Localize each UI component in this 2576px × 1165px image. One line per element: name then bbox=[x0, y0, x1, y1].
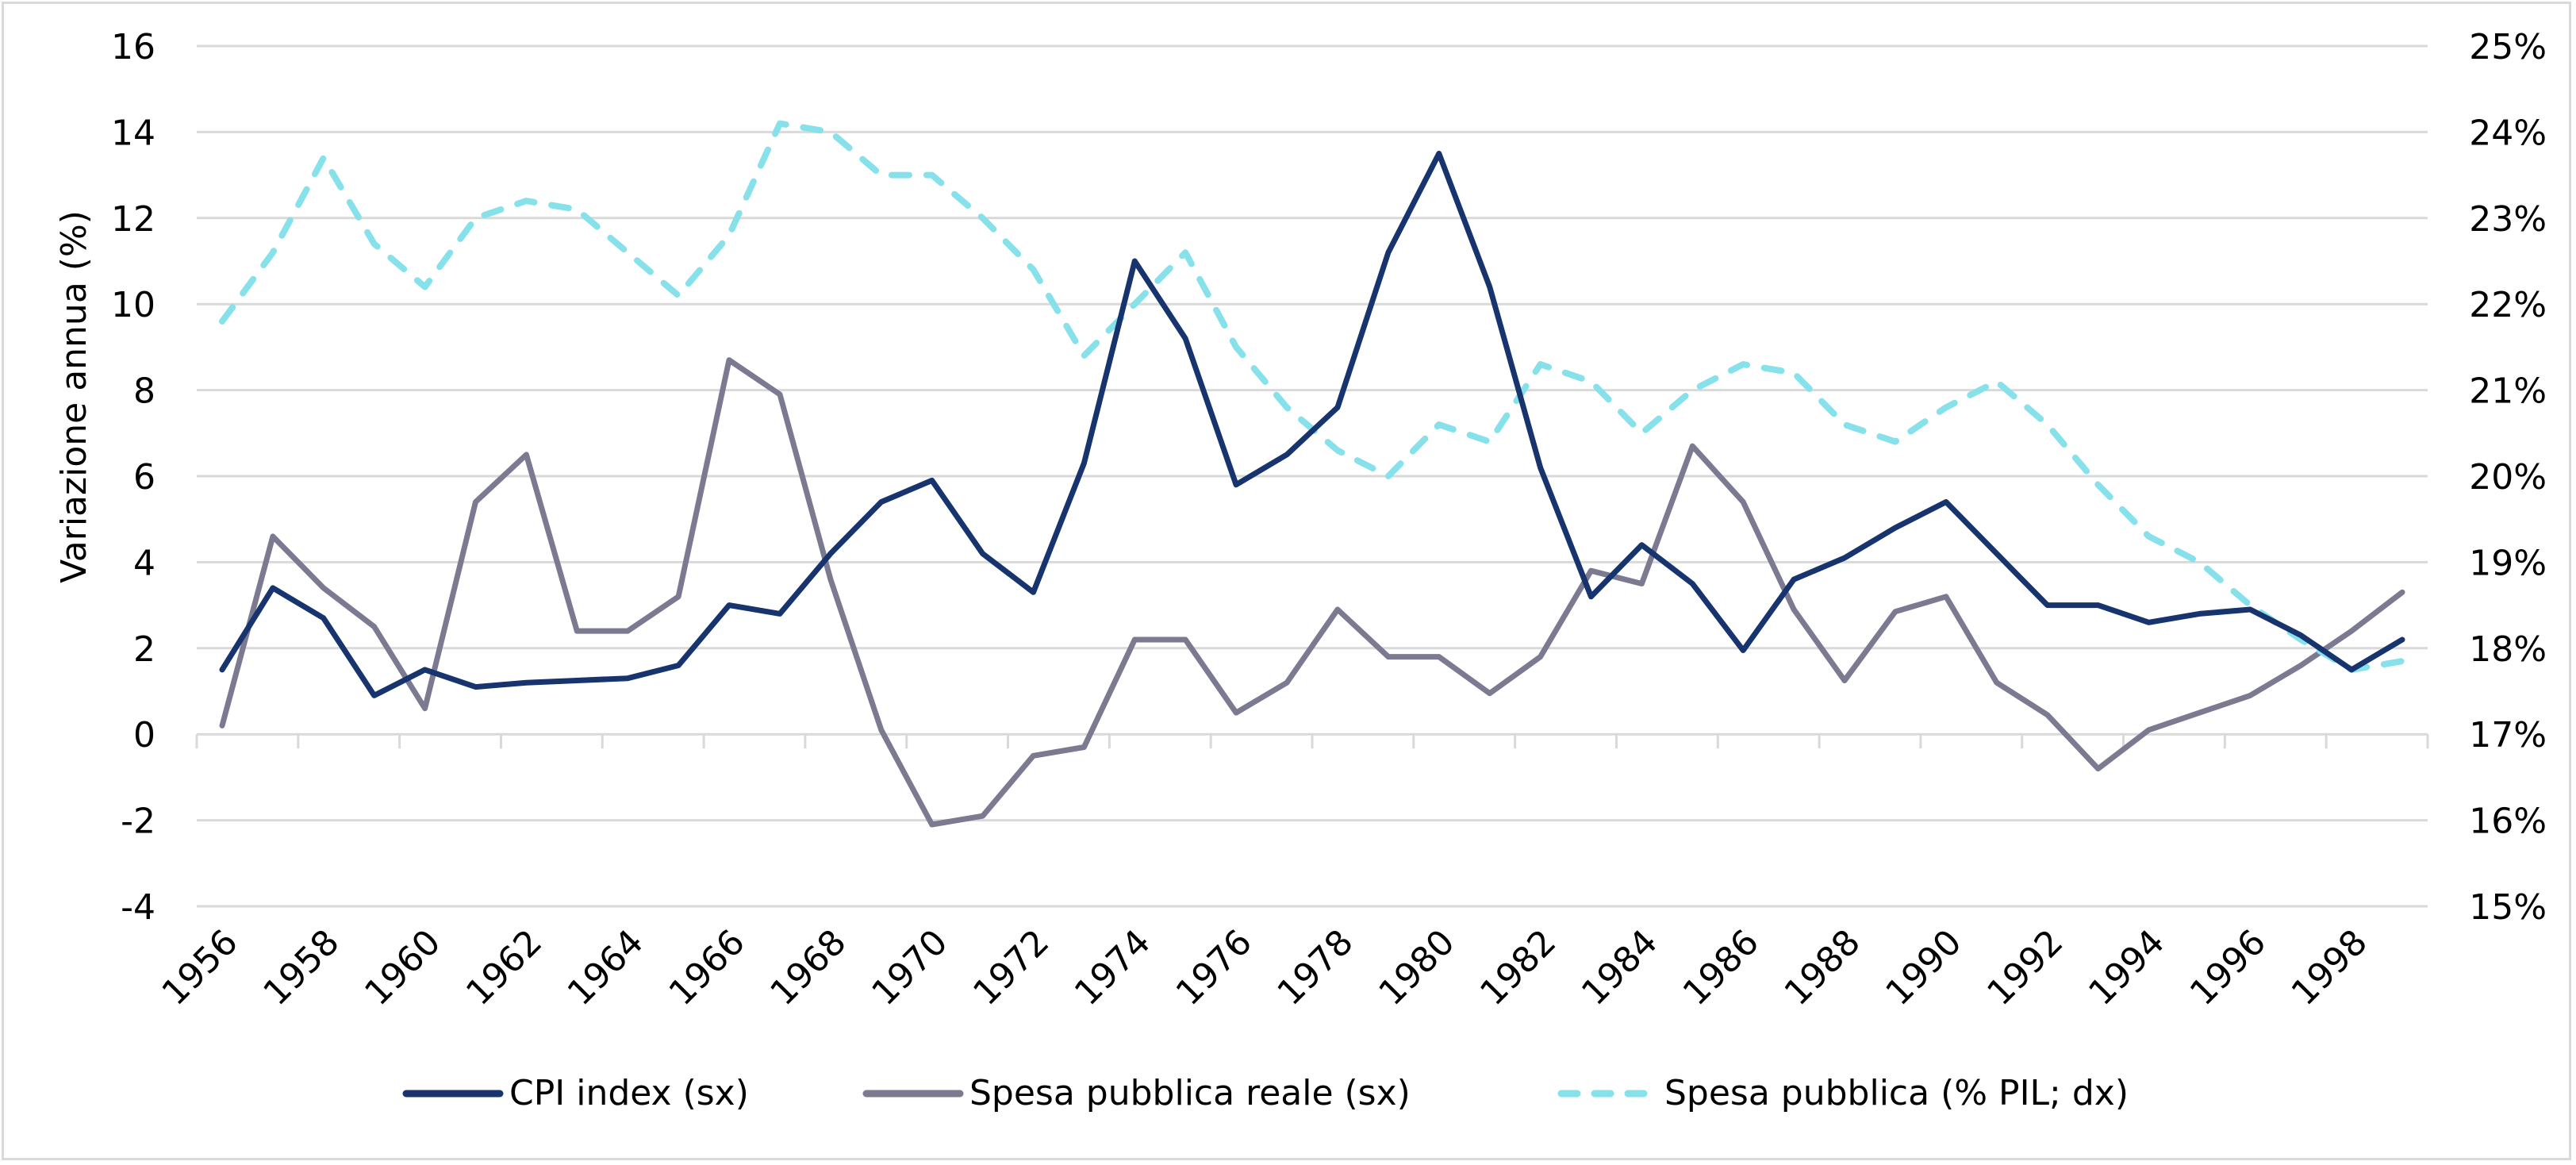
x-tick-label: 1970 bbox=[864, 922, 955, 1013]
legend-label-3: Spesa pubblica (% PIL; dx) bbox=[1664, 1073, 2129, 1113]
y-tick-label: 10 bbox=[111, 285, 155, 325]
y2-tick-label: 18% bbox=[2469, 629, 2547, 670]
series-line-3 bbox=[219, 120, 2405, 673]
series-line-1 bbox=[219, 151, 2405, 698]
legend-label-1: CPI index (sx) bbox=[509, 1073, 749, 1113]
y-tick-label: 4 bbox=[133, 543, 155, 583]
x-tick-label: 1980 bbox=[1371, 922, 1462, 1013]
y-tick-label: -2 bbox=[121, 802, 155, 842]
y-axis-title: Variazione annua (%) bbox=[54, 210, 94, 583]
gridlines bbox=[197, 44, 2428, 908]
y2-tick-label: 17% bbox=[2469, 715, 2547, 756]
x-tick-label: 1972 bbox=[966, 922, 1057, 1013]
legend-label-2: Spesa pubblica reale (sx) bbox=[969, 1073, 1411, 1113]
x-tick-label: 1966 bbox=[662, 922, 753, 1013]
y-axis-left-labels: -4 -2 0 2 4 6 8 10 12 14 16 bbox=[111, 27, 155, 928]
y2-tick-label: 25% bbox=[2469, 27, 2547, 67]
y-tick-label: 14 bbox=[111, 113, 155, 153]
x-tick-label: 1988 bbox=[1777, 922, 1868, 1013]
y-tick-label: 16 bbox=[111, 27, 155, 67]
y2-tick-label: 20% bbox=[2469, 457, 2547, 498]
x-axis-ticks bbox=[195, 734, 2429, 749]
series-line-2 bbox=[219, 357, 2405, 828]
y2-tick-label: 21% bbox=[2469, 371, 2547, 412]
x-tick-label: 1962 bbox=[459, 922, 550, 1013]
y-tick-label: -4 bbox=[121, 887, 155, 928]
x-tick-label: 1992 bbox=[1979, 922, 2071, 1013]
y2-tick-label: 15% bbox=[2469, 887, 2547, 928]
y-tick-label: 0 bbox=[133, 715, 155, 756]
x-tick-label: 1982 bbox=[1472, 922, 1564, 1013]
x-tick-label: 1998 bbox=[2284, 922, 2375, 1013]
x-tick-label: 1976 bbox=[1169, 922, 1260, 1013]
x-axis-labels: 1956 1958 1960 1962 1964 1966 1968 1970 1972 1974… bbox=[154, 922, 2374, 1013]
y-tick-label: 2 bbox=[133, 629, 155, 670]
y-axis-right-labels: 15% 16% 17% 18% 19% 20% 21% 22% 23% 24% 25% bbox=[2469, 27, 2547, 928]
x-tick-label: 1964 bbox=[560, 922, 651, 1013]
x-tick-label: 1968 bbox=[762, 922, 854, 1013]
x-tick-label: 1990 bbox=[1878, 922, 1969, 1013]
x-tick-label: 1994 bbox=[2081, 922, 2172, 1013]
x-tick-label: 1956 bbox=[154, 922, 245, 1013]
x-tick-label: 1986 bbox=[1676, 922, 1767, 1013]
y-tick-label: 8 bbox=[133, 371, 155, 412]
x-tick-label: 1958 bbox=[255, 922, 347, 1013]
legend: CPI index (sx) Spesa pubblica reale (sx) S… bbox=[402, 1073, 2129, 1113]
y-tick-label: 6 bbox=[133, 457, 155, 498]
y2-tick-label: 16% bbox=[2469, 802, 2547, 842]
y2-tick-label: 23% bbox=[2469, 199, 2547, 240]
y2-tick-label: 22% bbox=[2469, 285, 2547, 325]
x-tick-label: 1984 bbox=[1574, 922, 1665, 1013]
y-tick-label: 12 bbox=[111, 199, 155, 240]
y2-tick-label: 24% bbox=[2469, 113, 2547, 153]
x-tick-label: 1974 bbox=[1067, 922, 1158, 1013]
y2-tick-label: 19% bbox=[2469, 543, 2547, 583]
series-group bbox=[219, 120, 2405, 828]
x-tick-label: 1960 bbox=[357, 922, 448, 1013]
x-tick-label: 1978 bbox=[1269, 922, 1361, 1013]
x-tick-label: 1996 bbox=[2182, 922, 2274, 1013]
